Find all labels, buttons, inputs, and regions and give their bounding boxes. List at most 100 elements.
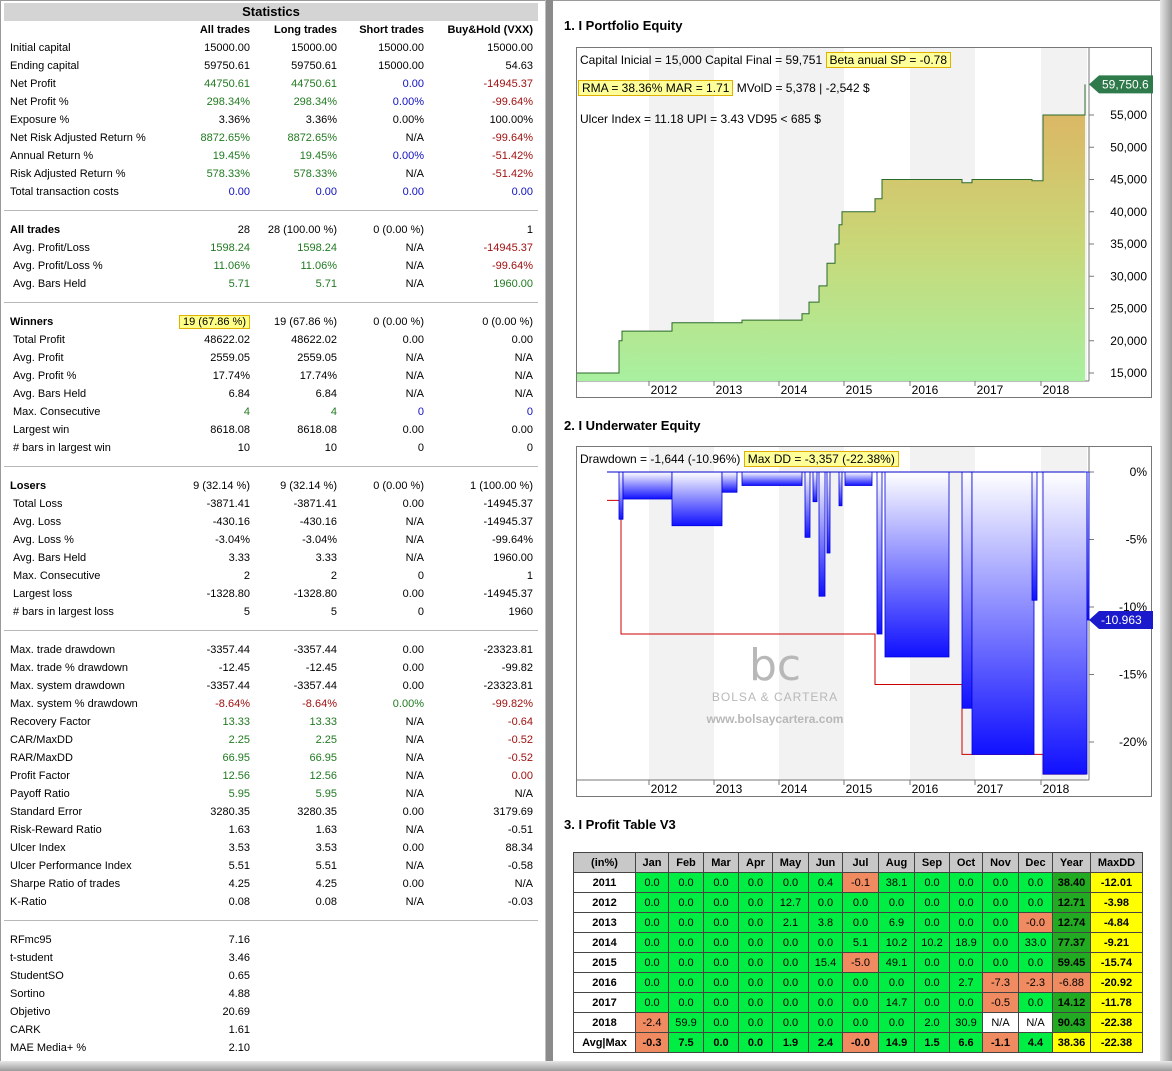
stat-value: N/A xyxy=(514,388,533,400)
x-tick-label: 2012 xyxy=(651,782,678,796)
stat-value: 9 (32.14 %) xyxy=(193,480,250,492)
stat-value: 0.00 xyxy=(402,186,424,198)
stat-value: 1 xyxy=(526,570,533,582)
profit-cell: 0.0 xyxy=(914,972,950,993)
stat-value: 5.51 xyxy=(315,860,337,872)
stat-value: -3871.41 xyxy=(206,498,250,510)
profit-cell: -0.0 xyxy=(842,1032,879,1053)
last-value-tag xyxy=(1089,75,1153,94)
stat-label: Total Loss xyxy=(13,498,63,510)
stat-value: -430.16 xyxy=(299,516,337,528)
underwater-chart: 0% -5% -10% -15% -20% 2012 2013 2014 2015 2016 201… xyxy=(576,446,1153,797)
stat-value: 2559.05 xyxy=(210,352,250,364)
profit-table-section-title: 3. I Profit Table V3 xyxy=(564,817,676,832)
profit-cell: 0.0 xyxy=(949,872,983,893)
profit-cell: 0.0 xyxy=(738,912,773,933)
stat-value: -0.03 xyxy=(507,896,533,908)
stat-value: 20.69 xyxy=(222,1006,250,1018)
profit-cell: 0.0 xyxy=(668,952,704,973)
stat-value: N/A xyxy=(405,770,424,782)
profit-cell: 14.7 xyxy=(878,992,915,1013)
profit-col-header: (in%) xyxy=(573,852,636,873)
stat-value: -3357.44 xyxy=(293,644,337,656)
stat-label: RFmc95 xyxy=(10,934,52,946)
stat-value: 3.36% xyxy=(305,114,337,126)
profit-cell: 0.0 xyxy=(878,892,915,913)
stat-value: N/A xyxy=(405,242,424,254)
profit-col-header: Oct xyxy=(949,852,983,873)
profit-cell: 0.0 xyxy=(772,872,809,893)
profit-cell: 14.9 xyxy=(878,1032,915,1053)
profit-cell: 0.0 xyxy=(878,1012,915,1033)
profit-cell: 0.0 xyxy=(808,1012,843,1033)
stat-value: -14945.37 xyxy=(483,78,533,90)
col-header-short: Short trades xyxy=(359,24,424,36)
stat-row: Total Loss -3871.41 -3871.41 0.00 -14945.37 xyxy=(4,495,538,513)
stat-label: Losers xyxy=(10,480,47,492)
stat-row: Ulcer Index 3.53 3.53 0.00 88.34 xyxy=(4,839,538,857)
stat-value: 0.00 xyxy=(402,806,424,818)
profit-col-header: May xyxy=(772,852,809,873)
panel-divider[interactable] xyxy=(545,0,553,1071)
profit-table-body: 2011 0.0 0.0 0.0 0.0 0.0 0.4 -0.1 38.1 0.0 0.0 0.0 0… xyxy=(573,872,1143,1053)
profit-cell: 12.74 xyxy=(1052,912,1091,933)
profit-cell: 0.0 xyxy=(772,952,809,973)
stat-value: 15000.00 xyxy=(378,42,424,54)
stat-value: 0.00 xyxy=(402,424,424,436)
stat-label: Objetivo xyxy=(10,1006,51,1018)
stat-value: 0.00 xyxy=(315,186,337,198)
stat-value: 0 (0.00 %) xyxy=(373,224,424,236)
underwater-section-title: 2. I Underwater Equity xyxy=(564,418,701,433)
x-tick-label: 2015 xyxy=(846,383,873,397)
profit-cell: N/A xyxy=(1018,1012,1053,1033)
stat-row: Exposure % 3.36% 3.36% 0.00% 100.00% xyxy=(4,111,538,129)
stat-value: 100.00% xyxy=(489,114,533,126)
profit-cell: 2.1 xyxy=(772,912,809,933)
statistics-panel: Statistics All trades Long trades Short … xyxy=(4,3,538,1057)
stat-value: 66.95 xyxy=(309,752,337,764)
stat-value: 0.00 xyxy=(402,680,424,692)
stat-row: RAR/MaxDD 66.95 66.95 N/A -0.52 xyxy=(4,749,538,767)
stat-value: -0.52 xyxy=(507,752,533,764)
y-tick-label: 35,000 xyxy=(1110,237,1147,251)
profit-cell: 0.0 xyxy=(738,1032,773,1053)
x-tick-label: 2013 xyxy=(716,782,743,796)
stat-row: Net Profit 44750.61 44750.61 0.00 -14945.37 xyxy=(4,75,538,93)
equity-section-title: 1. I Portfolio Equity xyxy=(564,18,683,33)
stat-row: Total Profit 48622.02 48622.02 0.00 0.00 xyxy=(4,331,538,349)
x-tick-label: 2018 xyxy=(1043,782,1070,796)
stat-label: Ending capital xyxy=(10,60,80,72)
stat-value: N/A xyxy=(405,370,424,382)
profit-row-label: 2015 xyxy=(573,952,636,973)
stat-row: Sharpe Ratio of trades 4.25 4.25 0.00 N/A xyxy=(4,875,538,893)
profit-cell: 0.0 xyxy=(668,912,704,933)
stat-value: 0.00 xyxy=(511,186,533,198)
profit-cell: 0.0 xyxy=(842,892,879,913)
stat-row: Net Risk Adjusted Return % 8872.65% 8872.6… xyxy=(4,129,538,147)
stat-value: 66.95 xyxy=(222,752,250,764)
profit-year-row: 2013 0.0 0.0 0.0 0.0 2.1 3.8 0.0 6.9 0.0 0.0 0.0 -0.… xyxy=(573,912,1143,933)
stat-value: -99.64% xyxy=(492,132,533,144)
stat-value: 0 (0.00 %) xyxy=(373,480,424,492)
profit-avg-row: Avg|Max -0.3 7.5 0.0 0.0 1.9 2.4 -0.0 14.9 1.5 6.6… xyxy=(573,1032,1143,1053)
stat-value: 0.08 xyxy=(315,896,337,908)
stat-value: 5.71 xyxy=(228,278,250,290)
last-value-label: -10.963 xyxy=(1101,613,1142,627)
stat-value: 1598.24 xyxy=(210,242,250,254)
profit-cell: -9.21 xyxy=(1090,932,1143,953)
profit-cell: 0.0 xyxy=(842,992,879,1013)
profit-cell: 1.9 xyxy=(772,1032,809,1053)
stat-value: -14945.37 xyxy=(483,242,533,254)
profit-cell: N/A xyxy=(982,1012,1019,1033)
profit-cell: 0.4 xyxy=(808,872,843,893)
drawdown-bar xyxy=(622,471,673,500)
stat-row: Avg. Loss % -3.04% -3.04% N/A -99.64% xyxy=(4,531,538,549)
profit-cell: 0.0 xyxy=(772,992,809,1013)
stat-value: 0 xyxy=(417,570,424,582)
profit-year-row: 2017 0.0 0.0 0.0 0.0 0.0 0.0 0.0 14.7 0.0 0.0 -0.5 0… xyxy=(573,992,1143,1013)
profit-cell: 30.9 xyxy=(949,1012,983,1033)
x-tick-label: 2017 xyxy=(977,782,1004,796)
profit-col-header: Sep xyxy=(914,852,950,873)
stat-row: Annual Return % 19.45% 19.45% 0.00% -51.42% xyxy=(4,147,538,165)
profit-cell: 0.0 xyxy=(982,932,1019,953)
